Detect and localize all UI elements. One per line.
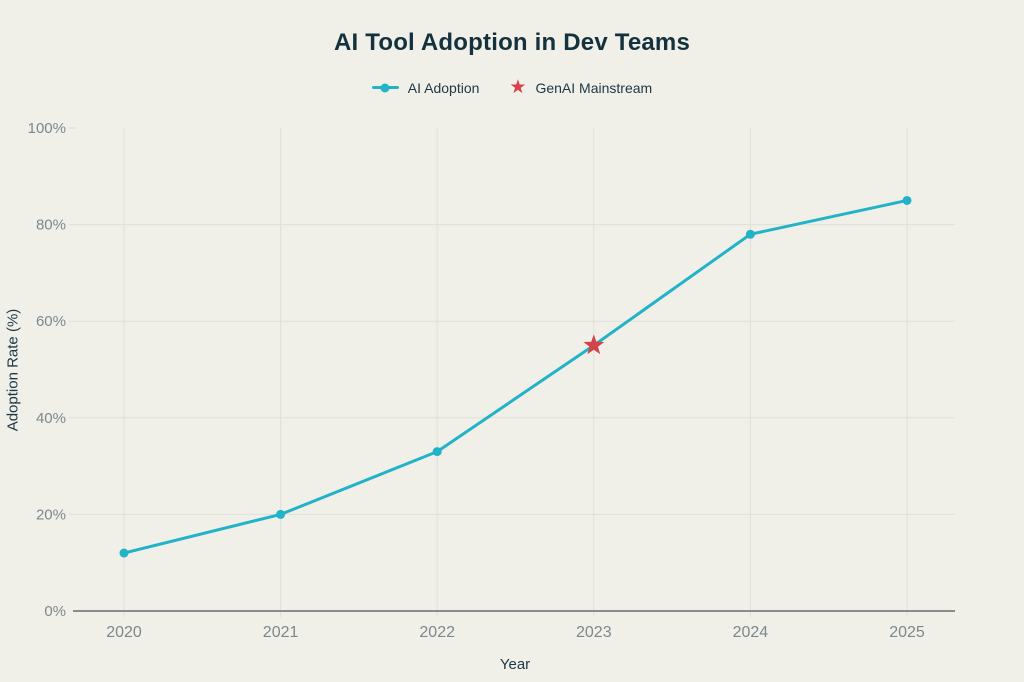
series-line bbox=[122, 198, 909, 555]
legend-label-ai-adoption: AI Adoption bbox=[407, 79, 480, 96]
y-tick-label: 60% bbox=[36, 313, 66, 330]
legend-item-genai-mainstream[interactable]: ★ GenAI Mainstream bbox=[509, 78, 652, 97]
x-tick-label: 2023 bbox=[576, 624, 612, 641]
x-tick-label: 2021 bbox=[263, 624, 299, 641]
data-point[interactable] bbox=[119, 548, 129, 558]
genai-mainstream-star[interactable] bbox=[583, 334, 605, 355]
data-point[interactable] bbox=[276, 509, 286, 519]
x-tick-label: 2025 bbox=[889, 624, 925, 641]
legend-star-icon: ★ bbox=[509, 77, 527, 98]
x-tick-label: 2020 bbox=[106, 624, 142, 641]
y-tick-label: 100% bbox=[28, 120, 66, 137]
x-tick-label: 2022 bbox=[419, 624, 455, 641]
x-tick-label: 2024 bbox=[733, 624, 769, 641]
chart-title: AI Tool Adoption in Dev Teams bbox=[333, 29, 691, 56]
legend-label-genai-mainstream: GenAI Mainstream bbox=[535, 79, 653, 96]
y-axis-title: Adoption Rate (%) bbox=[4, 308, 22, 432]
y-tick-label: 20% bbox=[36, 506, 66, 523]
legend: AI Adoption ★ GenAI Mainstream bbox=[0, 78, 1024, 97]
y-tick-label: 40% bbox=[36, 410, 66, 427]
y-tick-label: 80% bbox=[36, 217, 66, 234]
data-point[interactable] bbox=[432, 447, 442, 457]
legend-item-ai-adoption[interactable]: AI Adoption bbox=[371, 79, 480, 96]
x-axis-title: Year bbox=[499, 656, 531, 673]
y-tick-label: 0% bbox=[44, 603, 66, 620]
legend-dot-marker bbox=[380, 83, 390, 92]
data-point[interactable] bbox=[902, 195, 912, 205]
data-point[interactable] bbox=[745, 229, 755, 239]
legend-line-swatch bbox=[371, 83, 399, 92]
